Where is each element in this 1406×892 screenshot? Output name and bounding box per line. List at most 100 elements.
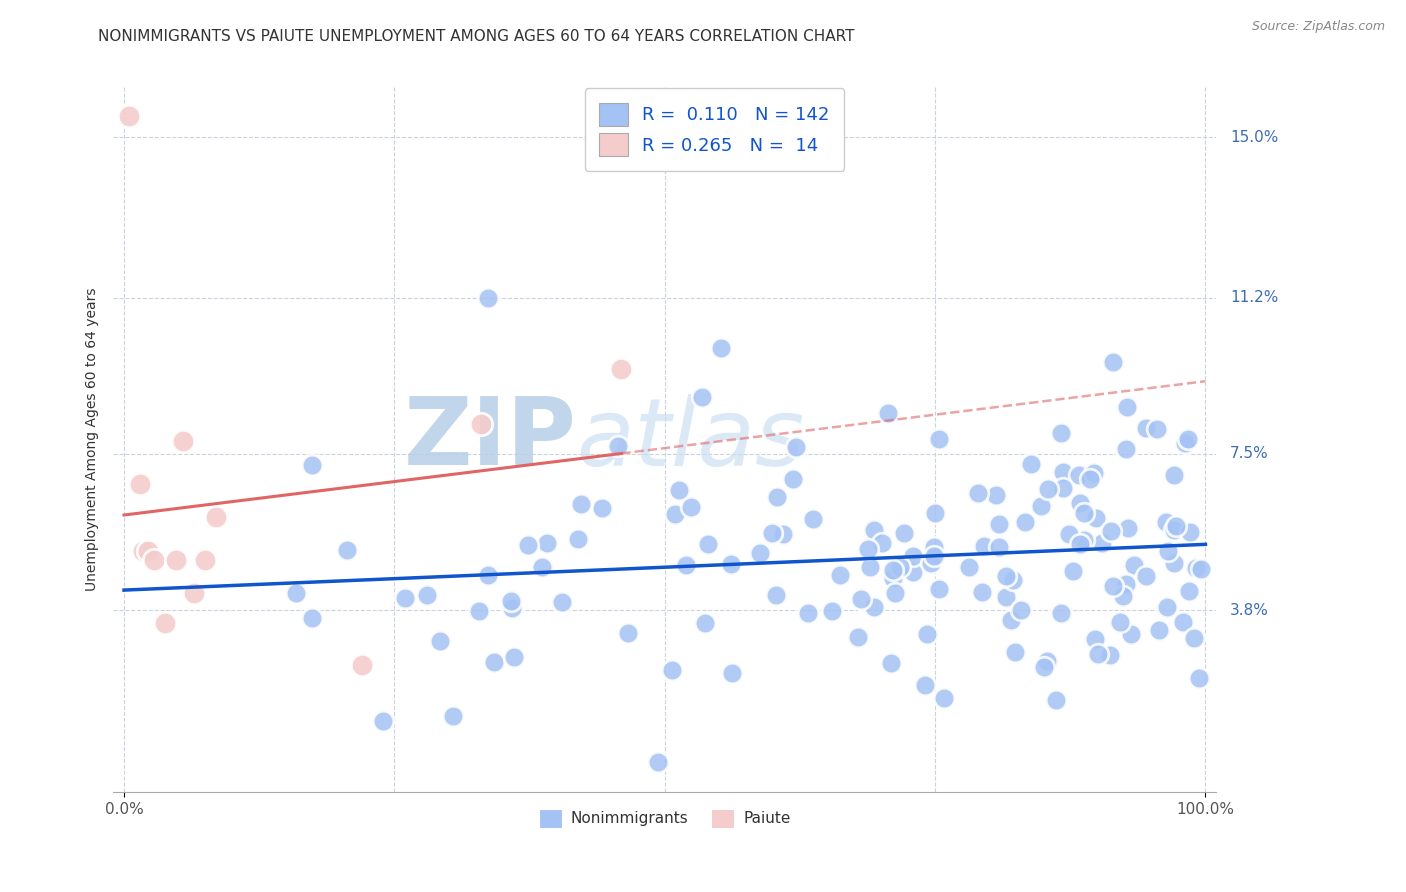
Nonimmigrants — [772, 527, 794, 541]
Nonimmigrants — [394, 591, 416, 606]
Nonimmigrants — [1000, 613, 1022, 627]
Nonimmigrants — [516, 538, 538, 552]
Nonimmigrants — [1182, 631, 1205, 645]
Text: NONIMMIGRANTS VS PAIUTE UNEMPLOYMENT AMONG AGES 60 TO 64 YEARS CORRELATION CHART: NONIMMIGRANTS VS PAIUTE UNEMPLOYMENT AMO… — [98, 29, 855, 44]
Nonimmigrants — [932, 691, 955, 706]
Nonimmigrants — [782, 472, 804, 486]
Text: ZIP: ZIP — [404, 393, 576, 485]
Nonimmigrants — [668, 483, 690, 497]
Nonimmigrants — [1157, 544, 1180, 558]
Nonimmigrants — [922, 549, 945, 563]
Nonimmigrants — [1033, 660, 1056, 674]
Nonimmigrants — [1069, 468, 1091, 483]
Y-axis label: Unemployment Among Ages 60 to 64 years: Unemployment Among Ages 60 to 64 years — [86, 287, 100, 591]
Nonimmigrants — [1188, 671, 1211, 685]
Nonimmigrants — [1154, 515, 1177, 529]
Nonimmigrants — [995, 569, 1018, 583]
Nonimmigrants — [501, 601, 523, 615]
Nonimmigrants — [1004, 645, 1026, 659]
Nonimmigrants — [1052, 481, 1074, 495]
Nonimmigrants — [664, 507, 686, 521]
Nonimmigrants — [721, 665, 744, 680]
Nonimmigrants — [373, 714, 395, 729]
Text: 11.2%: 11.2% — [1230, 290, 1278, 305]
Nonimmigrants — [467, 604, 489, 618]
Nonimmigrants — [1163, 523, 1185, 537]
Nonimmigrants — [828, 568, 851, 582]
Nonimmigrants — [720, 557, 742, 571]
Nonimmigrants — [1052, 465, 1074, 479]
Nonimmigrants — [1063, 564, 1085, 578]
Nonimmigrants — [1087, 648, 1109, 662]
Nonimmigrants — [882, 563, 904, 577]
Nonimmigrants — [1163, 468, 1185, 483]
Nonimmigrants — [647, 755, 669, 769]
Nonimmigrants — [967, 485, 990, 500]
Nonimmigrants — [984, 488, 1007, 502]
Text: Source: ZipAtlas.com: Source: ZipAtlas.com — [1251, 20, 1385, 33]
Nonimmigrants — [1019, 458, 1042, 472]
Nonimmigrants — [477, 291, 499, 305]
Nonimmigrants — [416, 588, 439, 602]
Nonimmigrants — [928, 432, 950, 446]
Paiute — [153, 615, 176, 630]
Nonimmigrants — [859, 559, 882, 574]
Nonimmigrants — [1119, 627, 1142, 641]
Nonimmigrants — [973, 539, 995, 553]
Nonimmigrants — [1069, 496, 1091, 510]
Nonimmigrants — [301, 611, 323, 625]
Nonimmigrants — [1099, 524, 1122, 538]
Paiute — [132, 544, 155, 558]
Nonimmigrants — [591, 500, 613, 515]
Nonimmigrants — [988, 517, 1011, 532]
Nonimmigrants — [567, 532, 589, 546]
Nonimmigrants — [1045, 693, 1067, 707]
Nonimmigrants — [748, 546, 770, 560]
Text: 7.5%: 7.5% — [1230, 447, 1268, 461]
Nonimmigrants — [1135, 569, 1157, 583]
Nonimmigrants — [1115, 576, 1137, 591]
Nonimmigrants — [1147, 623, 1170, 637]
Nonimmigrants — [972, 585, 994, 599]
Nonimmigrants — [863, 523, 886, 537]
Nonimmigrants — [851, 592, 873, 607]
Nonimmigrants — [690, 390, 713, 404]
Nonimmigrants — [785, 440, 807, 454]
Nonimmigrants — [1059, 527, 1081, 541]
Text: 3.8%: 3.8% — [1230, 603, 1270, 618]
Nonimmigrants — [1049, 606, 1071, 620]
Nonimmigrants — [1073, 533, 1095, 548]
Nonimmigrants — [862, 600, 884, 615]
Nonimmigrants — [477, 568, 499, 582]
Nonimmigrants — [1050, 426, 1073, 441]
Text: atlas: atlas — [576, 393, 804, 484]
Paiute — [350, 658, 373, 673]
Paiute — [129, 476, 152, 491]
Nonimmigrants — [1180, 525, 1202, 540]
Nonimmigrants — [607, 439, 630, 453]
Nonimmigrants — [1073, 506, 1095, 520]
Nonimmigrants — [884, 586, 907, 600]
Nonimmigrants — [914, 678, 936, 692]
Nonimmigrants — [301, 458, 323, 472]
Nonimmigrants — [889, 560, 911, 574]
Nonimmigrants — [801, 512, 824, 526]
Nonimmigrants — [336, 542, 359, 557]
Nonimmigrants — [1029, 499, 1052, 513]
Nonimmigrants — [988, 540, 1011, 554]
Nonimmigrants — [1185, 560, 1208, 574]
Nonimmigrants — [1038, 482, 1060, 496]
Nonimmigrants — [1116, 521, 1139, 535]
Nonimmigrants — [661, 663, 683, 677]
Nonimmigrants — [1101, 354, 1123, 368]
Nonimmigrants — [551, 595, 574, 609]
Nonimmigrants — [1174, 435, 1197, 450]
Nonimmigrants — [922, 540, 945, 554]
Nonimmigrants — [1189, 562, 1212, 576]
Nonimmigrants — [710, 341, 733, 355]
Nonimmigrants — [1108, 615, 1130, 630]
Nonimmigrants — [1164, 519, 1187, 533]
Nonimmigrants — [681, 500, 703, 514]
Nonimmigrants — [920, 556, 942, 570]
Nonimmigrants — [877, 406, 900, 420]
